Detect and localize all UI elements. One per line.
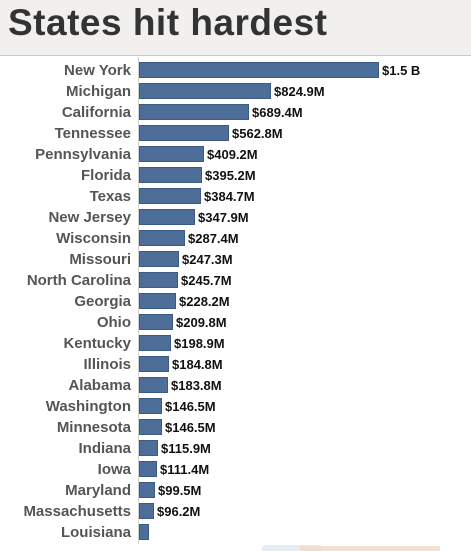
bar-row: Louisiana (0, 522, 471, 543)
bar-row: Tennessee $562.8M (0, 123, 471, 144)
data-label: $395.2M (205, 168, 256, 183)
category-label: Indiana (78, 440, 131, 457)
bar-row: Massachusetts $96.2M (0, 501, 471, 522)
bar (139, 272, 178, 288)
data-label: $287.4M (188, 231, 239, 246)
category-label: Texas (89, 188, 131, 205)
data-label: $245.7M (181, 273, 232, 288)
data-label: $146.5M (165, 399, 216, 414)
category-label: Missouri (69, 251, 131, 268)
bar (139, 209, 195, 225)
bar-row: Washington $146.5M (0, 396, 471, 417)
bar-row: Florida $395.2M (0, 165, 471, 186)
category-label: Kentucky (63, 335, 131, 352)
bar (139, 524, 149, 540)
bar-row: Michigan $824.9M (0, 81, 471, 102)
category-label: North Carolina (26, 272, 131, 289)
bar-chart: New York $1.5 B Michigan $824.9M California $… (0, 56, 471, 551)
data-label: $184.8M (172, 357, 223, 372)
category-label: New York (64, 62, 131, 79)
bar-row: Illinois $184.8M (0, 354, 471, 375)
category-label: Washington (45, 398, 131, 415)
bar (139, 230, 185, 246)
category-label: Ohio (96, 314, 131, 331)
bar (139, 146, 204, 162)
bar (139, 335, 171, 351)
category-label: Pennsylvania (35, 146, 131, 163)
bar (139, 104, 249, 120)
chart-title: States hit hardest (8, 2, 328, 43)
category-label: California (61, 104, 131, 121)
bar (139, 167, 202, 183)
bar (139, 461, 157, 477)
bar-row: Alabama $183.8M (0, 375, 471, 396)
bar-row: Wisconsin $287.4M (0, 228, 471, 249)
category-label: Wisconsin (56, 230, 131, 247)
bar (139, 503, 154, 519)
data-label: $824.9M (274, 84, 325, 99)
data-label: $146.5M (165, 420, 216, 435)
bar-row: Indiana $115.9M (0, 438, 471, 459)
bar (139, 293, 176, 309)
data-label: $99.5M (158, 483, 202, 498)
title-bar: States hit hardest (0, 0, 471, 56)
data-label: $228.2M (179, 294, 230, 309)
data-label: $96.2M (157, 504, 201, 519)
data-label: $347.9M (198, 210, 249, 225)
category-label: Florida (80, 167, 131, 184)
bar (139, 356, 169, 372)
bar (139, 482, 155, 498)
bar (139, 62, 379, 78)
category-label: Louisiana (60, 524, 131, 541)
bar-row: Ohio $209.8M (0, 312, 471, 333)
bar-row: Iowa $111.4M (0, 459, 471, 480)
bar (139, 251, 179, 267)
data-label: $198.9M (174, 336, 225, 351)
bar (139, 125, 229, 141)
category-axis-line (138, 57, 139, 544)
bar (139, 419, 162, 435)
data-label: $562.8M (232, 126, 283, 141)
category-label: Maryland (65, 482, 131, 499)
bar-row: Minnesota $146.5M (0, 417, 471, 438)
bar (139, 377, 168, 393)
data-label: $1.5 B (382, 63, 421, 78)
data-label: $689.4M (252, 105, 303, 120)
category-label: Illinois (83, 356, 131, 373)
category-label: Iowa (97, 461, 131, 478)
data-label: $209.8M (176, 315, 227, 330)
bar (139, 83, 271, 99)
category-label: Massachusetts (23, 503, 131, 520)
data-label: $183.8M (171, 378, 222, 393)
footer-decoration-2 (300, 546, 440, 551)
category-label: Alabama (68, 377, 131, 394)
data-label: $111.4M (160, 462, 210, 477)
bar-row: Texas $384.7M (0, 186, 471, 207)
data-label: $247.3M (182, 252, 233, 267)
category-label: Tennessee (54, 125, 131, 142)
bar-row: Pennsylvania $409.2M (0, 144, 471, 165)
footer-decoration (262, 545, 322, 551)
category-label: Minnesota (56, 419, 131, 436)
bar-row: Missouri $247.3M (0, 249, 471, 270)
category-label: Georgia (74, 293, 131, 310)
category-label: New Jersey (48, 209, 131, 226)
bar (139, 398, 162, 414)
bar (139, 440, 158, 456)
bar-row: New Jersey $347.9M (0, 207, 471, 228)
bar-row: Georgia $228.2M (0, 291, 471, 312)
bar (139, 188, 201, 204)
category-label: Michigan (65, 83, 131, 100)
bar-row: New York $1.5 B (0, 60, 471, 81)
bar-row: Kentucky $198.9M (0, 333, 471, 354)
data-label: $384.7M (204, 189, 255, 204)
bar (139, 314, 173, 330)
bar-row: Maryland $99.5M (0, 480, 471, 501)
data-label: $115.9M (161, 441, 211, 456)
bar-row: North Carolina $245.7M (0, 270, 471, 291)
data-label: $409.2M (207, 147, 258, 162)
bar-row: California $689.4M (0, 102, 471, 123)
